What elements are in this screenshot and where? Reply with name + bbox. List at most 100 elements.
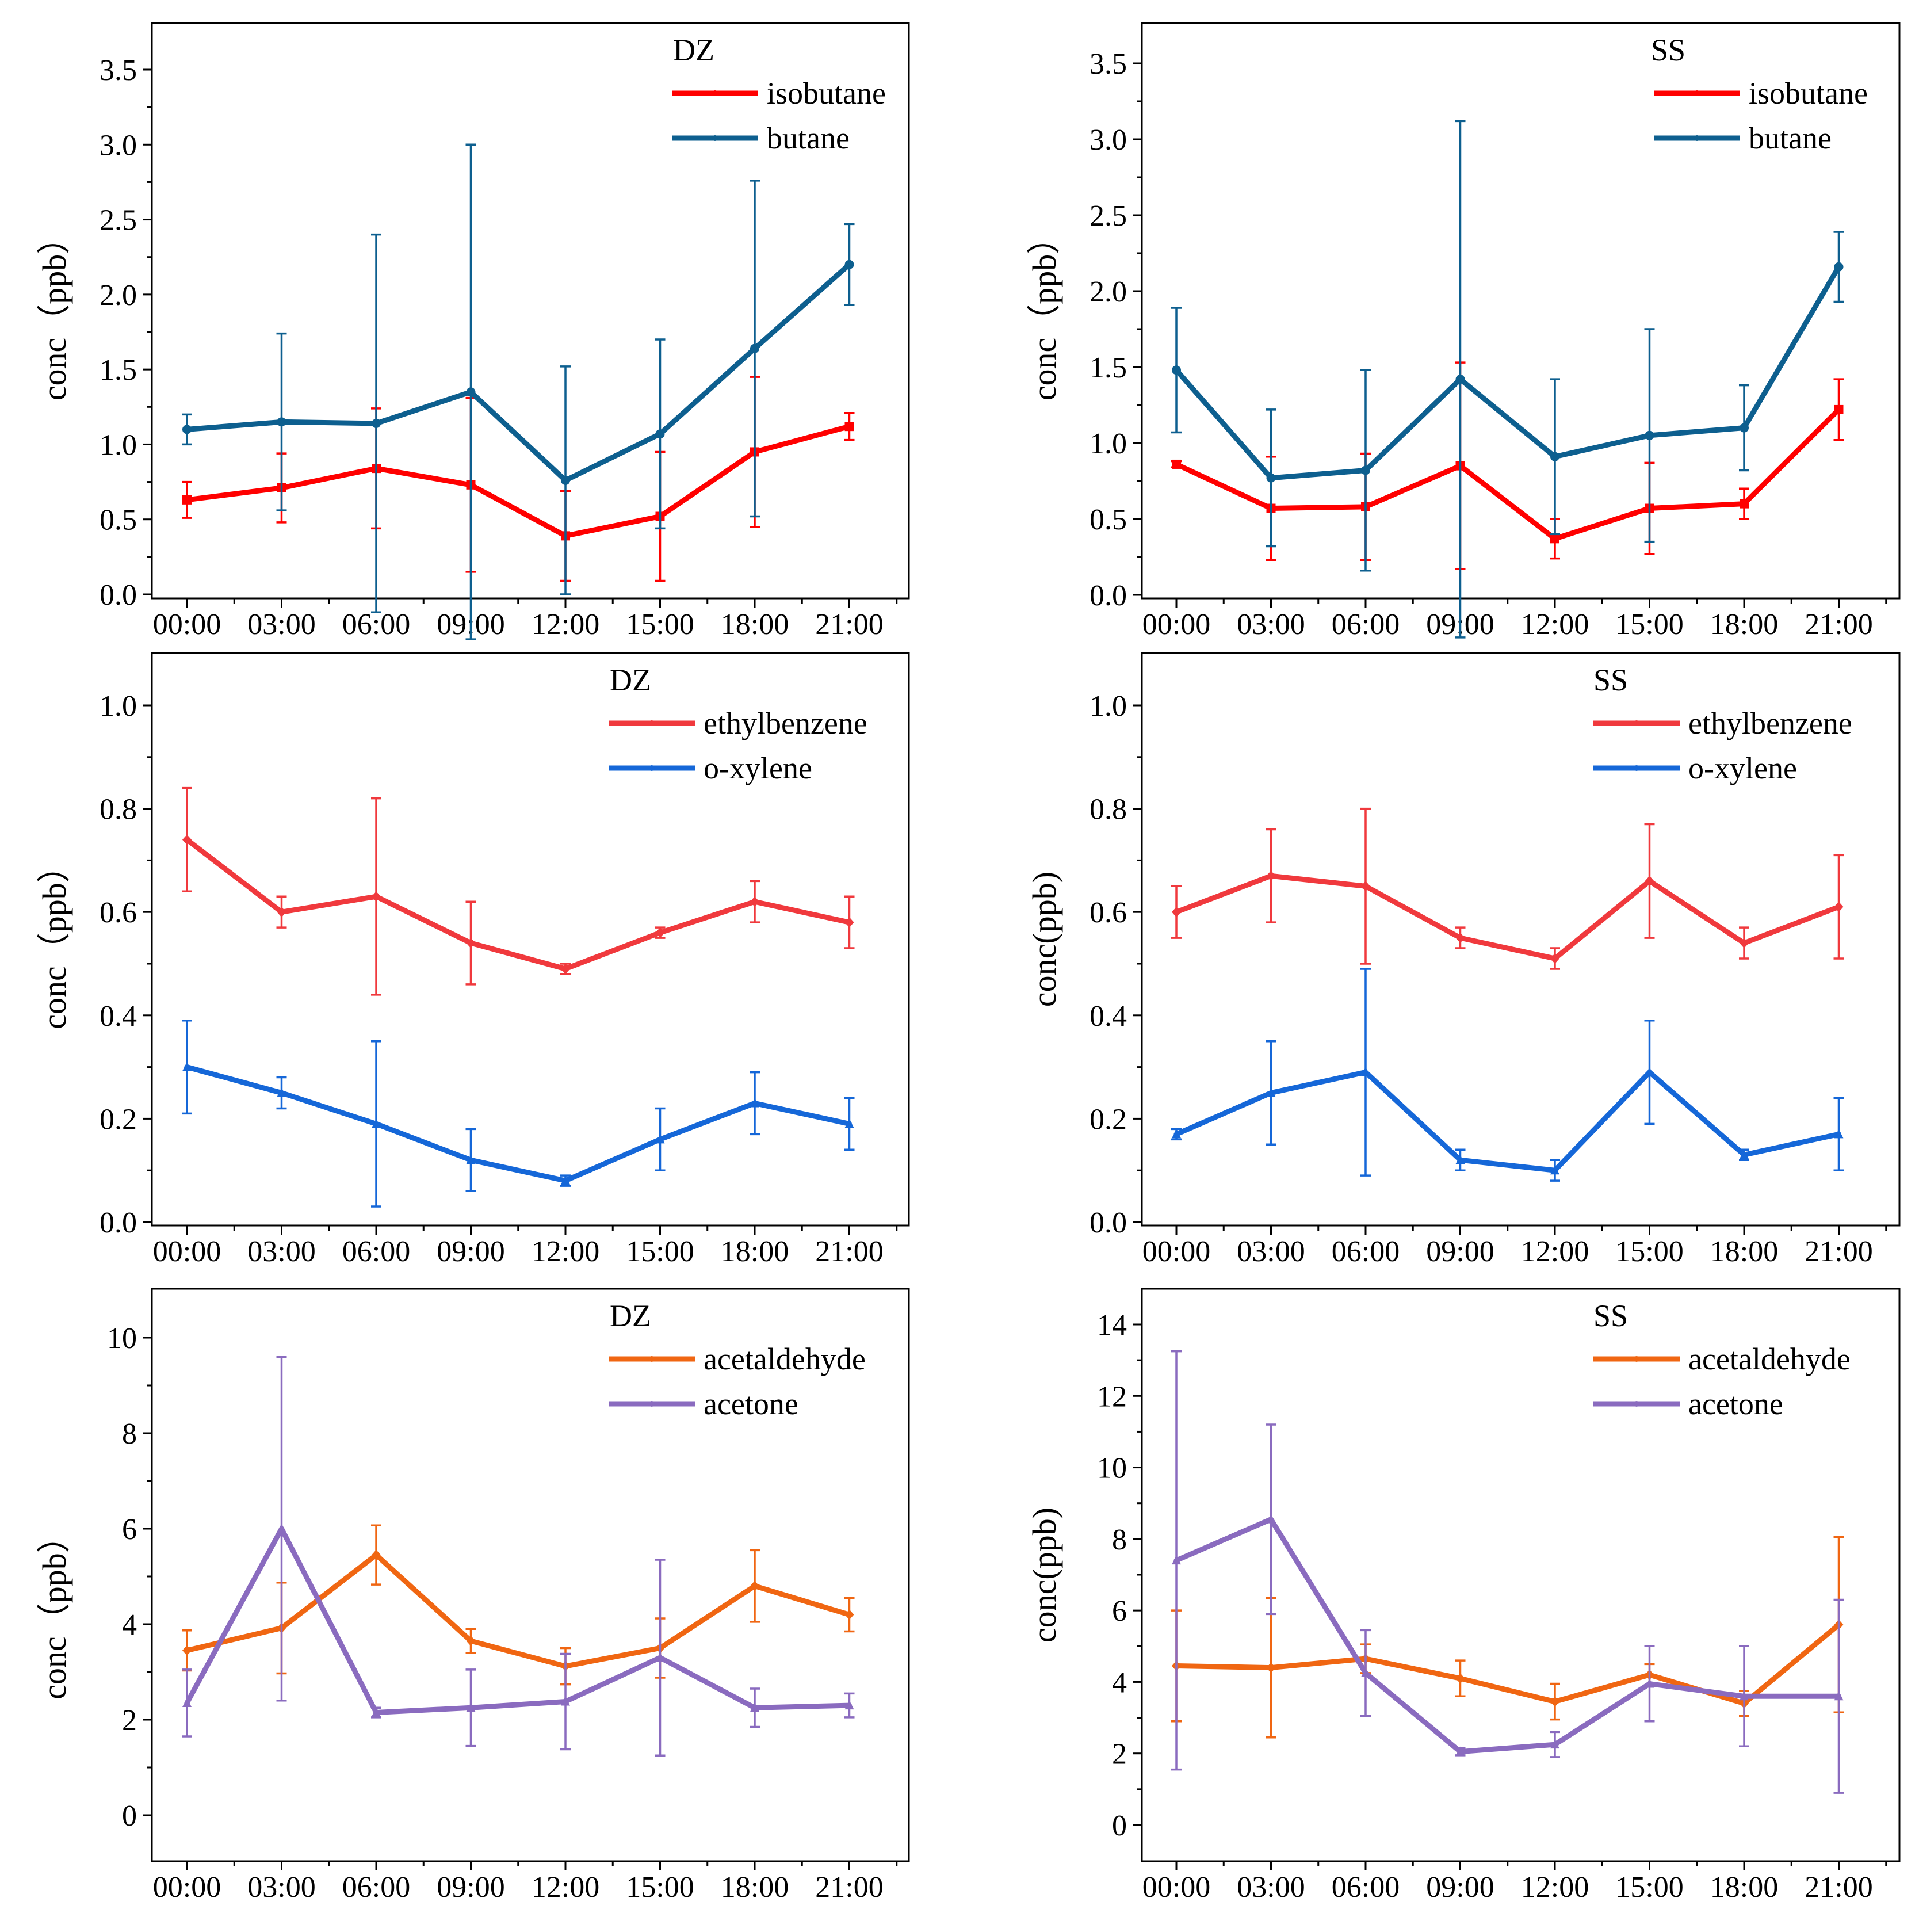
data-point <box>1645 430 1654 440</box>
series-line <box>184 1552 852 1669</box>
x-tick-label: 06:00 <box>342 608 410 641</box>
y-tick-label: 2.5 <box>1090 200 1127 232</box>
legend-label-ethylbenzene: ethylbenzene <box>704 706 867 740</box>
data-point <box>750 1580 759 1591</box>
plot-frame <box>151 22 910 600</box>
data-point <box>655 927 665 938</box>
x-tick-label: 15:00 <box>626 1235 694 1268</box>
y-tick-label: 0.5 <box>1090 503 1127 536</box>
data-point <box>1361 881 1370 892</box>
data-point <box>182 495 192 505</box>
y-tick-label: 3.0 <box>1090 124 1127 156</box>
y-tick-label: 2.0 <box>100 279 137 312</box>
y-tick-label: 3.5 <box>1090 48 1127 81</box>
data-point <box>1550 953 1559 964</box>
x-tick-label: 15:00 <box>626 1871 694 1904</box>
y-tick-label: 10 <box>1097 1452 1127 1485</box>
y-tick-label: 6 <box>122 1513 137 1546</box>
data-point <box>277 417 286 427</box>
y-tick-label: 0.4 <box>100 1000 137 1033</box>
data-point <box>1455 1673 1465 1684</box>
plot-frame <box>151 1288 910 1862</box>
x-tick-label: 00:00 <box>153 608 221 641</box>
data-point <box>372 1118 381 1128</box>
chart-panel-5: 0 2 4 6 8 10 00:00 03:00 06:00 09:00 12:00 15:00 18:… <box>36 1288 910 1904</box>
y-tick-label: 1.0 <box>100 429 137 461</box>
data-point <box>1455 933 1465 944</box>
panel-title: DZ <box>610 1299 651 1333</box>
series-line <box>184 262 852 483</box>
data-point <box>750 1098 759 1108</box>
x-tick-label: 15:00 <box>626 608 694 641</box>
data-point <box>372 418 381 428</box>
y-axis-title: conc(ppb) <box>1026 1507 1063 1643</box>
data-point <box>277 907 286 918</box>
legend-label-butane: butane <box>767 121 850 155</box>
data-point <box>844 1118 854 1128</box>
data-point <box>466 1702 476 1712</box>
x-tick-label: 18:00 <box>1710 1235 1778 1268</box>
x-tick-label: 00:00 <box>1142 608 1210 641</box>
chart-panel-1: 0.00.51.01.52.02.53.03.500:00 03:00 06:00 0… <box>36 22 910 641</box>
legend-label-acetone: acetone <box>1688 1387 1783 1421</box>
data-point <box>1361 1067 1370 1076</box>
data-point <box>1550 1165 1559 1175</box>
panel-title: DZ <box>673 33 714 67</box>
series-line <box>184 837 852 972</box>
series-line <box>1173 1517 1841 1755</box>
y-tick-label: 2 <box>122 1704 137 1737</box>
data-point <box>372 891 381 902</box>
series-isobutane <box>182 376 855 582</box>
legend-marker-acetone <box>649 1401 655 1407</box>
x-tick-label: 03:00 <box>1237 1235 1305 1268</box>
y-tick-label: 1.0 <box>1090 427 1127 460</box>
y-tick-label: 0.6 <box>100 896 137 929</box>
data-point <box>1550 534 1559 544</box>
panel-title: SS <box>1651 33 1685 67</box>
legend-label-isobutane: isobutane <box>767 76 886 110</box>
series-line <box>184 1064 852 1183</box>
x-tick-label: 21:00 <box>815 1871 883 1904</box>
x-tick-label: 03:00 <box>247 1871 315 1904</box>
series-acetaldehyde <box>182 1524 855 1686</box>
x-tick-label: 12:00 <box>532 1235 599 1268</box>
y-tick-label: 2.0 <box>1090 276 1127 308</box>
data-point <box>844 917 854 928</box>
data-point <box>1740 938 1749 949</box>
x-tick-label: 21:00 <box>815 608 883 641</box>
y-tick-label: 0.4 <box>1090 1000 1127 1033</box>
series-butane <box>1171 120 1844 639</box>
series-butane <box>182 143 855 640</box>
x-tick-label: 06:00 <box>1332 608 1400 641</box>
data-point <box>182 1697 192 1707</box>
data-point <box>1172 1555 1181 1565</box>
x-tick-label: 00:00 <box>1142 1235 1210 1268</box>
x-tick-label: 21:00 <box>1805 1871 1872 1904</box>
data-point <box>1172 459 1181 469</box>
data-point <box>1740 1691 1749 1701</box>
legend-label-o-xylene: o-xylene <box>704 751 812 785</box>
data-point <box>1172 1129 1181 1139</box>
data-point <box>1266 1514 1276 1524</box>
legend-label-acetaldehyde: acetaldehyde <box>1688 1342 1851 1376</box>
y-tick-label: 2 <box>1112 1738 1127 1771</box>
data-point <box>1172 365 1181 375</box>
data-point <box>466 1155 476 1164</box>
legend-marker-o-xylene <box>1634 765 1639 771</box>
data-point <box>182 1645 192 1656</box>
data-point <box>844 1609 854 1620</box>
y-axis-title: conc（ppb） <box>36 849 73 1029</box>
plot-frame <box>151 652 910 1227</box>
data-point <box>1550 1739 1559 1749</box>
legend-marker-butane <box>1694 135 1700 141</box>
data-point <box>1266 1662 1276 1673</box>
x-tick-label: 12:00 <box>1521 608 1589 641</box>
legend-marker-butane <box>712 135 718 141</box>
x-tick-label: 06:00 <box>342 1235 410 1268</box>
y-tick-label: 0 <box>122 1800 137 1832</box>
x-tick-label: 09:00 <box>1426 1235 1494 1268</box>
y-tick-label: 1.0 <box>1090 690 1127 723</box>
x-tick-label: 18:00 <box>721 608 789 641</box>
series-line <box>1173 1070 1841 1173</box>
data-point <box>277 1524 286 1533</box>
